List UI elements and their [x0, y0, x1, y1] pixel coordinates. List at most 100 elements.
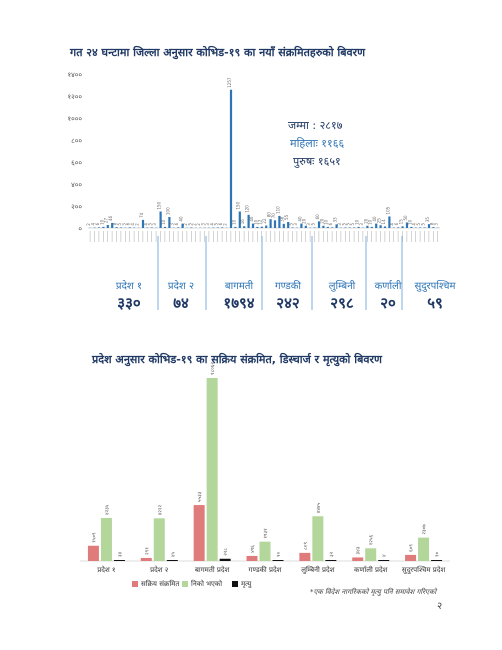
- y-tick-label: ४००: [71, 181, 82, 189]
- legend-label: निको भएको: [191, 580, 223, 588]
- district-bar: [379, 225, 382, 228]
- district-value-label: 55: [284, 214, 289, 220]
- district-value-label: 3: [434, 223, 439, 226]
- district-value-label: 5: [289, 222, 294, 225]
- series-bar: [325, 560, 337, 561]
- district-bar: [251, 223, 255, 228]
- district-value-label: 8: [113, 222, 118, 225]
- district-value-label: 8: [429, 222, 434, 225]
- series-bar: [299, 552, 311, 561]
- district-value-label: 10: [407, 219, 412, 225]
- district-value-label: 20: [363, 218, 368, 224]
- district-value-label: 33: [333, 217, 338, 223]
- district-bar: [177, 227, 180, 228]
- district-value-label: 120: [245, 205, 250, 213]
- category-label: कर्णाली प्रदेश: [354, 565, 388, 574]
- district-bar: [97, 227, 101, 228]
- district-value-label: 10: [99, 219, 104, 225]
- district-bar: [159, 211, 162, 228]
- district-bar: [410, 226, 413, 228]
- series-bar: [140, 557, 152, 561]
- district-bar: [291, 227, 294, 228]
- district-bar: [229, 89, 233, 228]
- y-tick-label: ८००: [71, 137, 82, 145]
- district-value-label: 4: [91, 223, 96, 226]
- series-value-label: १९३१: [263, 528, 269, 539]
- district-bar: [375, 223, 378, 228]
- district-bar: [282, 223, 285, 228]
- district-value-label: 40: [179, 216, 184, 222]
- province-name: बागमती: [224, 281, 254, 292]
- legend-active: सक्रिय संक्रमित: [132, 580, 179, 589]
- district-value-label: 3: [121, 223, 126, 226]
- summary-total: जम्मा : २८१७: [288, 119, 343, 132]
- district-value-label: 5: [148, 222, 153, 225]
- district-bar: [141, 219, 145, 228]
- district-bar: [405, 222, 409, 228]
- page-number: २: [437, 601, 443, 612]
- district-value-label: 40: [297, 216, 302, 222]
- district-bar: [111, 222, 114, 228]
- district-value-label: 5: [187, 222, 192, 225]
- legend-recovered: निको भएको: [182, 580, 222, 589]
- district-value-label: 4: [390, 223, 395, 226]
- series-value-label: १०: [435, 551, 441, 557]
- y-tick-label: १४००: [67, 71, 82, 79]
- category-label: सुदुरपश्चिम प्रदेश: [402, 565, 446, 575]
- footnote: *एक विदेश नागरिकको मृत्यु पनि समावेश गरि…: [310, 588, 437, 596]
- district-value-label: 3: [359, 223, 364, 226]
- series-value-label: ४५: [170, 551, 176, 557]
- district-value-label: 6: [126, 222, 131, 225]
- district-bar: [419, 227, 422, 228]
- district-value-label: 2: [135, 223, 140, 226]
- district-value-label: 100: [165, 207, 170, 215]
- series-bar: [365, 548, 377, 561]
- series-bar: [219, 558, 231, 561]
- district-value-label: 110: [275, 206, 280, 214]
- district-bar: [427, 224, 431, 228]
- category-label: प्रदेश १: [97, 565, 115, 574]
- series-value-label: ६०९: [409, 544, 415, 552]
- district-value-label: 6: [95, 222, 100, 225]
- province-name: प्रदेश २: [167, 281, 195, 292]
- district-bar: [238, 211, 241, 228]
- district-bar: [383, 226, 387, 228]
- district-bar: [181, 223, 184, 228]
- district-bar: [300, 223, 303, 228]
- district-value-label: 10: [368, 219, 373, 225]
- series-value-label: १५०९: [91, 532, 97, 543]
- series-bar: [312, 516, 324, 561]
- district-value-label: 2: [183, 223, 188, 226]
- province-value: ७४: [173, 294, 189, 312]
- series-bar: [246, 555, 258, 561]
- district-value-label: 2: [192, 223, 197, 226]
- district-value-label: 10: [355, 219, 360, 225]
- district-bar: [287, 221, 290, 228]
- district-value-label: 5: [421, 222, 426, 225]
- series-bar: [378, 560, 390, 561]
- province-value: १७९४: [223, 294, 255, 312]
- district-value-label: 3: [152, 223, 157, 226]
- y-tick-label: १०००: [67, 115, 82, 123]
- series-value-label: ५५३३: [197, 491, 203, 502]
- series-value-label: ४२३५: [104, 504, 110, 515]
- summary-male: पुरुषः १६५१: [293, 155, 341, 168]
- series-bar: [166, 560, 178, 561]
- district-bar: [234, 226, 237, 228]
- province-name: सुदुरपश्चिम: [414, 281, 456, 292]
- y-tick-label: १२००: [67, 93, 82, 101]
- series-value-label: २२८: [223, 548, 229, 556]
- district-bar: [317, 221, 321, 228]
- district-bar: [335, 224, 338, 228]
- province-value: ३३०: [117, 294, 141, 312]
- district-bar: [265, 225, 268, 228]
- district-value-label: 6: [218, 222, 223, 225]
- district-value-label: 6: [174, 222, 179, 225]
- district-bar: [256, 226, 259, 228]
- district-bar: [269, 219, 272, 228]
- district-value-label: 2: [196, 223, 201, 226]
- district-value-label: 10: [253, 219, 258, 225]
- legend-death: मृत्यु: [232, 580, 251, 589]
- summary-female: महिलाः ११६६: [290, 137, 345, 150]
- district-bar: [163, 226, 167, 228]
